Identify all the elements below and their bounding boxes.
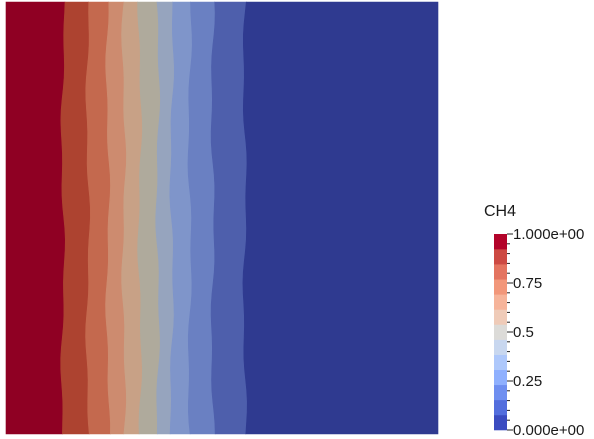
color-legend-bin bbox=[494, 324, 507, 340]
color-legend-bin bbox=[494, 249, 507, 265]
contour-band bbox=[60, 1, 91, 435]
color-legend-bin bbox=[494, 369, 507, 386]
color-legend-tick-label: 0.5 bbox=[513, 324, 534, 341]
color-legend-bar bbox=[494, 234, 507, 431]
color-legend-bin bbox=[494, 234, 507, 250]
color-legend-tick-label: 0.25 bbox=[513, 373, 542, 390]
color-legend-tick-label: 1.000e+00 bbox=[513, 226, 584, 243]
color-legend-tick-label: 0.000e+00 bbox=[513, 422, 584, 439]
color-legend-bin bbox=[494, 294, 507, 310]
color-legend-tick-label: 0.75 bbox=[513, 275, 542, 292]
contour-band bbox=[242, 1, 439, 435]
contour-band bbox=[5, 1, 66, 435]
contour-band bbox=[187, 1, 216, 435]
color-legend: CH4 1.000e+00 0.75 0.5 0.25 0.000e+00 bbox=[484, 203, 584, 439]
color-legend-title: CH4 bbox=[484, 203, 516, 220]
color-legend-bin bbox=[494, 354, 507, 370]
color-legend-bin bbox=[494, 414, 507, 431]
color-legend-bin bbox=[494, 279, 507, 295]
color-legend-bin bbox=[494, 399, 507, 416]
contour-plot bbox=[5, 1, 439, 435]
color-legend-bin bbox=[494, 339, 507, 355]
contour-band bbox=[210, 1, 248, 435]
color-legend-ticks: 1.000e+00 0.75 0.5 0.25 0.000e+00 bbox=[507, 226, 584, 439]
color-legend-bin bbox=[494, 309, 507, 325]
color-legend-bin bbox=[494, 264, 507, 280]
color-legend-bin bbox=[494, 384, 507, 401]
